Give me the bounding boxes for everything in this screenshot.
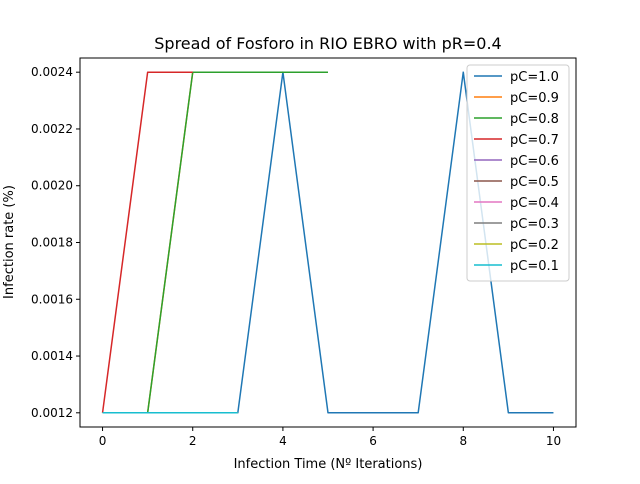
legend-entry: pC=0.4	[510, 196, 559, 211]
x-tick-label: 10	[546, 434, 561, 448]
plot-frame	[79, 57, 577, 428]
legend-entry: pC=0.2	[510, 238, 559, 253]
legend-entry: pC=0.8	[510, 112, 559, 127]
y-tick-label: 0.0018	[31, 236, 73, 250]
legend-entry: pC=0.6	[510, 154, 559, 169]
x-tick-label: 0	[99, 434, 107, 448]
legend: pC=1.0 pC=0.9 pC=0.8 pC=0.7 pC=0.6 pC=0.5 pC=0…	[466, 64, 570, 282]
y-axis: 0.0012 0.0014 0.0016 0.0018 0.0020 0.0022 0.00…	[31, 65, 80, 420]
y-tick-label: 0.0012	[31, 406, 73, 420]
x-tick-label: 2	[189, 434, 197, 448]
x-tick-label: 6	[369, 434, 377, 448]
x-tick-label: 8	[459, 434, 467, 448]
y-tick-label: 0.0022	[31, 122, 73, 136]
legend-entry: pC=0.1	[510, 259, 559, 274]
x-axis: 0 2 4 6 8 10	[99, 427, 561, 448]
plot-area	[101, 71, 554, 414]
y-tick-label: 0.0020	[31, 179, 73, 193]
chart-title: Spread of Fosforo in RIO EBRO with pR=0.…	[154, 34, 501, 53]
y-tick-label: 0.0016	[31, 292, 73, 306]
legend-box	[466, 64, 570, 282]
y-axis-label: Infection rate (%)	[2, 185, 17, 299]
legend-entry: pC=0.9	[510, 91, 559, 106]
x-axis-label: Infection Time (Nº Iterations)	[234, 457, 423, 472]
legend-entry: pC=0.5	[510, 175, 559, 190]
series-line-pc-0-7	[101, 71, 193, 413]
y-tick-label: 0.0024	[31, 65, 73, 79]
legend-entry: pC=0.3	[510, 217, 559, 232]
y-tick-label: 0.0014	[31, 349, 73, 363]
legend-entry: pC=0.7	[510, 133, 559, 148]
x-tick-label: 4	[279, 434, 287, 448]
legend-entry: pC=1.0	[510, 70, 559, 85]
